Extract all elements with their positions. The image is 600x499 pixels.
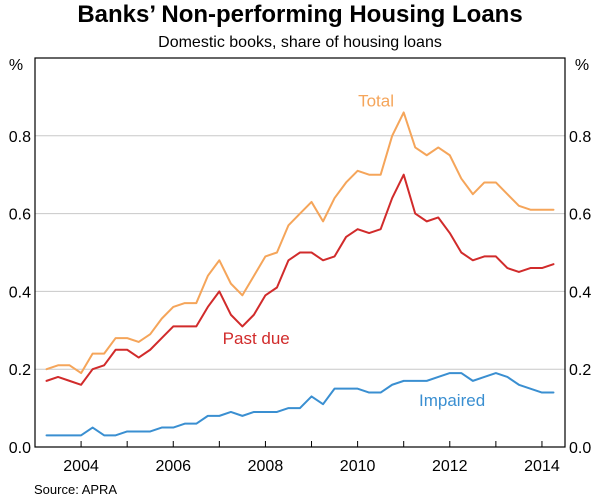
x-tick-label: 2012 [432,458,468,475]
y-tick-label-left: 0.6 [9,207,31,224]
plot-frame [34,57,566,448]
x-tick-label: 2010 [340,458,376,475]
y-tick-label-left: 0.0 [9,440,31,457]
chart-subtitle: Domestic books, share of housing loans [158,34,442,51]
y-tick-label-right: 0.2 [569,362,591,379]
series-line-past-due [45,173,555,386]
y-axis-right: 0.0 0.2 0.4 0.6 0.8 [569,129,591,457]
y-tick-label-right: 0.8 [569,129,591,146]
y-tick-label-right: 0.0 [569,440,591,457]
y-tick-label-right: 0.6 [569,207,591,224]
series-line-total [45,111,555,375]
x-tick-label: 2008 [248,458,284,475]
x-axis: 2004 2006 2008 2010 2012 2014 [34,441,560,475]
series-label-total: Total [358,92,394,111]
x-tick-label: 2014 [524,458,560,475]
y-axis-unit-left: % [9,57,23,74]
y-tick-label-left: 0.8 [9,129,31,146]
plot-lines [45,111,555,437]
y-axis-left: 0.0 0.2 0.4 0.6 0.8 [9,129,31,457]
y-tick-label-right: 0.4 [569,284,591,301]
series-line-impaired [45,372,555,437]
x-tick-label: 2006 [155,458,191,475]
y-axis-unit-right: % [575,57,589,74]
x-tick-label: 2004 [63,458,99,475]
series-label-past-due: Past due [223,329,290,348]
chart-title: Banks’ Non-performing Housing Loans [77,1,522,28]
series-labels: Total Past due Impaired [223,92,485,411]
y-tick-label-left: 0.2 [9,362,31,379]
series-label-impaired: Impaired [419,391,485,410]
chart-source: Source: APRA [34,482,117,497]
y-tick-label-left: 0.4 [9,284,31,301]
